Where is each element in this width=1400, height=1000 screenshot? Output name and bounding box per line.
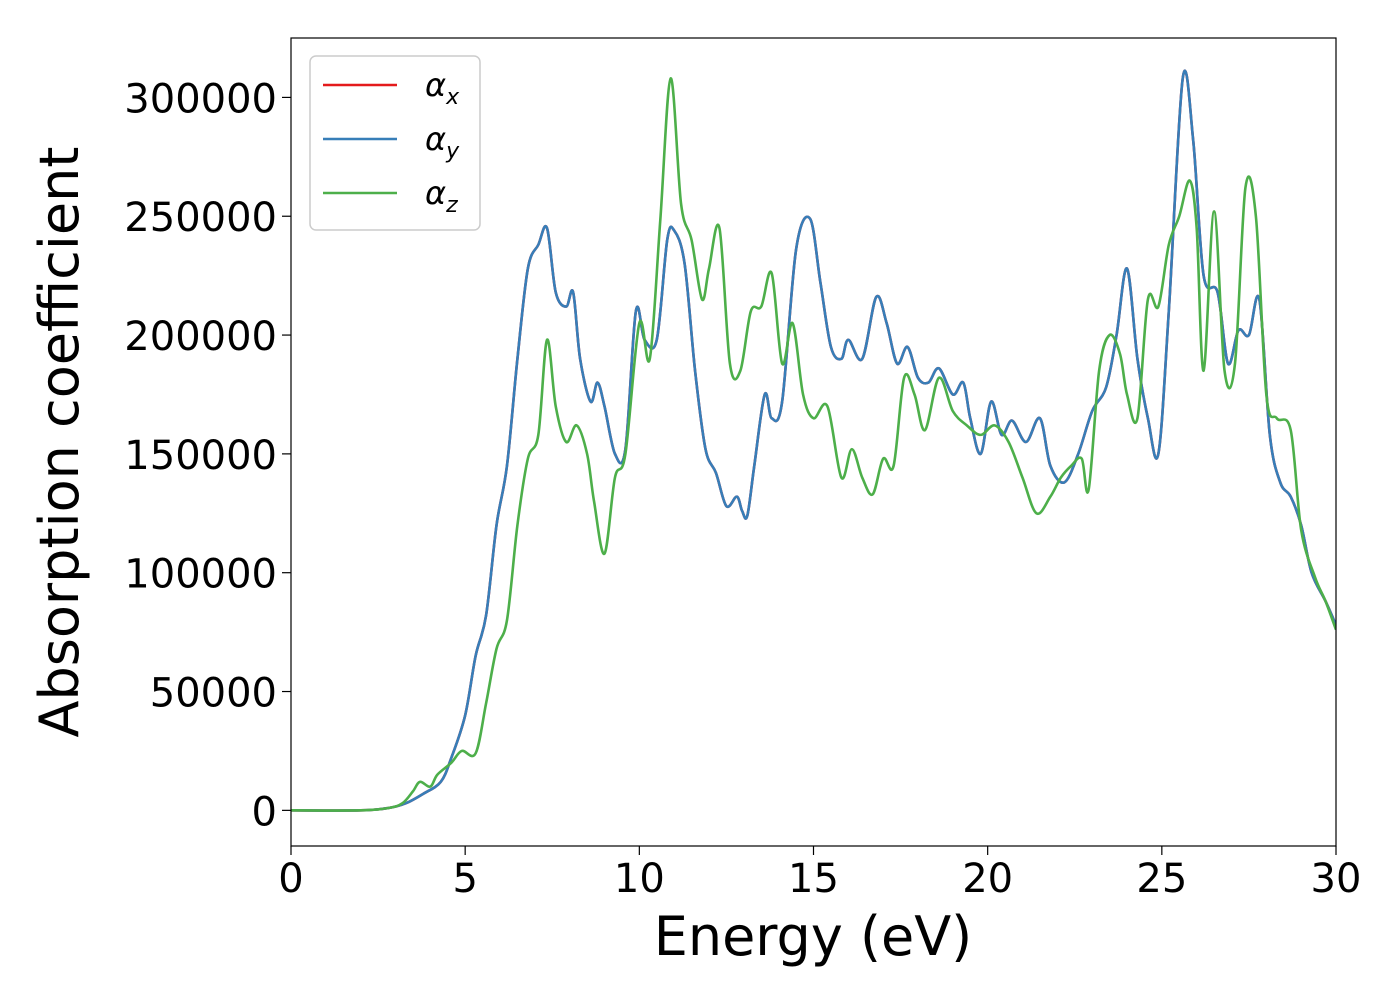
absorption-chart: 0 5 10 15 20 25 30 0 50000 100000 150000 200000 250… [0,0,1400,1000]
y-tick-label: 50000 [150,671,277,717]
x-tick-label: 10 [614,856,665,902]
x-tick-label: 15 [788,856,839,902]
x-tick-label: 20 [962,856,1013,902]
y-tick-label: 0 [252,789,277,835]
x-tick-label: 5 [452,856,477,902]
y-axis: 0 50000 100000 150000 200000 250000 300000 [124,76,291,835]
y-tick-label: 250000 [124,195,277,241]
y-tick-label: 100000 [124,552,277,598]
x-axis-title: Energy (eV) [654,905,973,968]
y-tick-label: 200000 [124,314,277,360]
x-axis: 0 5 10 15 20 25 30 [278,846,1361,902]
x-tick-label: 0 [278,856,303,902]
x-tick-label: 25 [1136,856,1187,902]
x-tick-label: 30 [1311,856,1362,902]
y-axis-title: Absorption coefficient [28,147,91,738]
y-tick-label: 150000 [124,433,277,479]
y-tick-label: 300000 [124,76,277,122]
